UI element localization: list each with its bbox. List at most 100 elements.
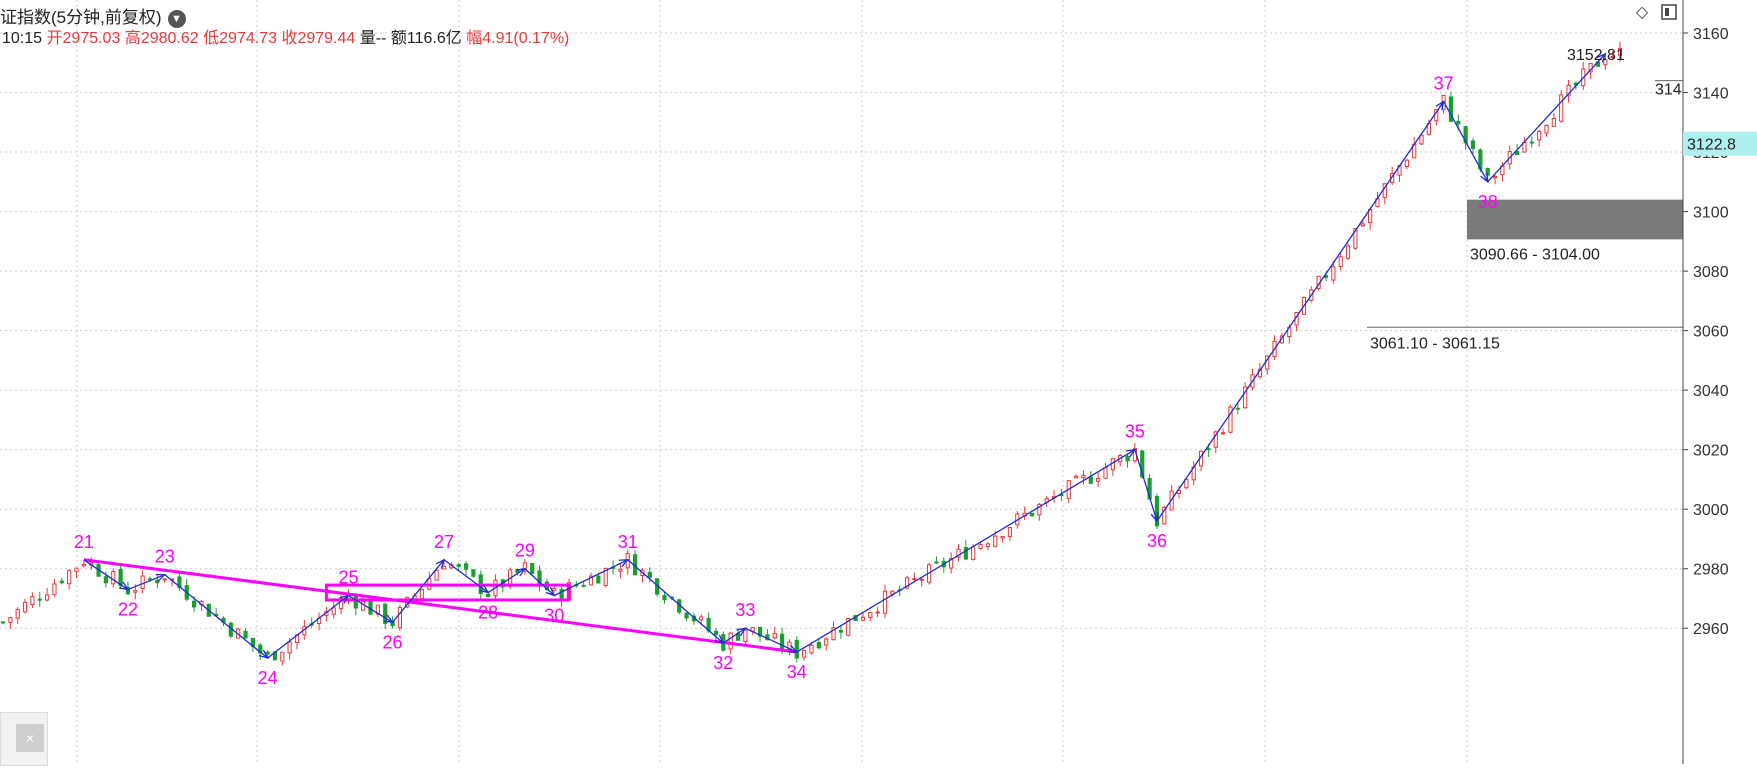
- close-icon[interactable]: ×: [16, 724, 44, 752]
- candle-body: [530, 563, 535, 574]
- candle-body: [155, 579, 160, 584]
- candle-body: [1228, 406, 1233, 433]
- price-axis: 2960298030003020304030603080310031203140…: [1682, 0, 1757, 764]
- candle-body: [772, 633, 777, 639]
- candle-body: [971, 546, 976, 560]
- candle-body: [1140, 450, 1145, 478]
- candle-body: [912, 578, 917, 581]
- candle-body: [1331, 266, 1336, 281]
- candle-body: [802, 649, 807, 658]
- candle-body: [45, 594, 50, 601]
- grid-lines: [0, 0, 1683, 764]
- candle-body: [1154, 495, 1160, 527]
- candle-body: [15, 608, 20, 619]
- candle-body: [647, 571, 652, 578]
- candle-body: [339, 597, 344, 610]
- candle-body: [140, 575, 145, 590]
- candle-body: [456, 564, 461, 568]
- candle-body: [919, 578, 924, 581]
- candle-body: [662, 595, 667, 601]
- candle-body: [486, 593, 491, 598]
- trendline: [83, 558, 797, 654]
- chart-title: 证指数(5分钟,前复权): [0, 8, 162, 27]
- wave-label: 28: [478, 603, 498, 623]
- candle-body: [1419, 134, 1424, 145]
- panel-toggle-icon[interactable]: [1660, 4, 1678, 22]
- candle-body: [1529, 141, 1534, 144]
- candle-body: [1125, 456, 1130, 462]
- candle-body: [1360, 223, 1365, 227]
- candle-body: [882, 590, 888, 614]
- wave-segment: [1134, 449, 1158, 522]
- candle-body: [375, 604, 380, 615]
- candle-body: [596, 575, 601, 584]
- candle-body: [287, 641, 292, 654]
- diamond-icon[interactable]: ◇: [1635, 4, 1649, 21]
- candle-body: [67, 569, 72, 585]
- candle-body: [757, 626, 763, 637]
- candle-body: [353, 595, 358, 609]
- candle-body: [1000, 536, 1005, 539]
- wave-segment: [487, 568, 526, 594]
- candle-body: [30, 595, 35, 605]
- candle-body: [846, 617, 851, 636]
- candle-body: [1338, 256, 1343, 268]
- candle-body: [280, 651, 285, 662]
- candle-body: [1492, 176, 1498, 179]
- y-tick-label: 2980: [1693, 562, 1729, 579]
- candle-body: [22, 601, 28, 613]
- open-label: 开: [46, 30, 63, 47]
- candle-body: [1537, 130, 1542, 141]
- candle-body: [794, 639, 799, 659]
- wave-label: 35: [1125, 422, 1145, 442]
- candle-body: [875, 611, 880, 614]
- candle-body: [1088, 476, 1093, 484]
- wave-label: 38: [1478, 192, 1498, 212]
- candle-body: [1544, 124, 1549, 134]
- candle-body: [1235, 407, 1240, 410]
- candle-body: [243, 630, 248, 639]
- amount-label: 额: [390, 30, 407, 47]
- close-label: 收: [281, 30, 298, 47]
- wave-label: 37: [1434, 73, 1454, 93]
- candle-body: [8, 617, 13, 623]
- change-value: 4.91(0.17%): [482, 30, 570, 47]
- wave-segment: [1156, 101, 1445, 522]
- candle-body: [1037, 503, 1042, 516]
- wave-segment: [392, 559, 445, 623]
- candle-body: [1470, 140, 1476, 149]
- candle-body: [552, 588, 557, 592]
- bar-time: 10:15: [2, 30, 43, 47]
- candle-body: [192, 600, 197, 608]
- change-label: 幅: [466, 30, 483, 47]
- candle-body: [74, 567, 79, 572]
- candle-body: [713, 630, 719, 636]
- candle-body: [1221, 432, 1226, 435]
- candle-body: [52, 583, 57, 596]
- candle-body: [588, 575, 594, 586]
- wave-label: 30: [544, 606, 564, 626]
- wave-segment: [722, 627, 746, 644]
- wave-label: 36: [1147, 531, 1167, 551]
- wave-label: 25: [338, 568, 358, 588]
- wave-label: 22: [118, 600, 138, 620]
- chevron-down-icon[interactable]: ▼: [167, 10, 186, 28]
- candle-body: [1603, 59, 1608, 66]
- wave-label: 24: [258, 668, 278, 688]
- candle-body: [816, 642, 821, 649]
- y-tick-label: 3160: [1693, 26, 1729, 43]
- high-value: 2980.62: [140, 30, 199, 47]
- wave-label: 32: [713, 653, 733, 673]
- y-tick-label: 3020: [1693, 443, 1729, 460]
- candle-body: [934, 561, 939, 564]
- y-tick-label: 3000: [1693, 502, 1729, 519]
- wave-label: 27: [434, 532, 454, 552]
- candle-body: [1610, 56, 1615, 59]
- wave-label: 21: [74, 532, 94, 552]
- candle-body: [522, 562, 527, 572]
- low-value: 2974.73: [219, 30, 277, 47]
- wave-label: 34: [787, 662, 807, 682]
- wave-label: 23: [155, 547, 175, 567]
